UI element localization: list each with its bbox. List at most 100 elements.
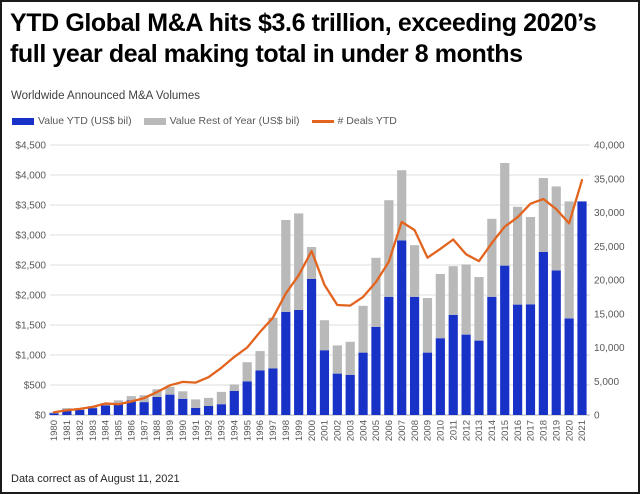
x-axis-label-2006: 2006 [384, 420, 395, 441]
chart-subtitle: Worldwide Announced M&A Volumes [11, 90, 201, 102]
bar-ytd-2001 [319, 350, 330, 415]
bar-rest-2006 [384, 200, 394, 297]
legend-label-value-ytd: Value YTD (US$ bil) [38, 115, 132, 127]
x-axis-label-1984: 1984 [101, 420, 112, 441]
x-axis-label-1997: 1997 [268, 420, 279, 441]
bar-ytd-1980 [49, 413, 59, 415]
bar-rest-1998 [281, 220, 291, 312]
bar-rest-1992 [203, 397, 214, 406]
bar-ytd-1983 [88, 408, 98, 415]
bar-rest-2011 [448, 266, 458, 315]
x-axis-label-1998: 1998 [281, 420, 292, 441]
right-axis-tick: 25,000 [594, 242, 625, 253]
x-axis-label-1994: 1994 [229, 420, 240, 441]
bar-ytd-2019 [551, 270, 561, 415]
left-axis-tick: $2,000 [15, 291, 46, 302]
bar-ytd-2011 [448, 314, 458, 415]
bar-ytd-1999 [294, 310, 304, 415]
x-axis-label-1993: 1993 [217, 420, 228, 441]
bar-rest-1996 [255, 351, 265, 371]
bar-ytd-2000 [306, 278, 317, 415]
bar-ytd-1991 [191, 407, 201, 415]
x-axis-label-2020: 2020 [564, 420, 575, 441]
right-axis-tick: 10,000 [594, 343, 625, 354]
bar-rest-1999 [294, 213, 304, 310]
bar-ytd-1996 [255, 370, 265, 415]
bar-ytd-1993 [216, 404, 227, 415]
left-axis-tick: $4,500 [15, 141, 46, 152]
right-axis-tick: 40,000 [594, 141, 625, 152]
bar-ytd-1994 [229, 391, 239, 415]
bar-ytd-1981 [62, 409, 72, 415]
x-axis-label-2012: 2012 [461, 420, 472, 441]
bar-ytd-2010 [435, 338, 445, 415]
bar-ytd-2017 [525, 304, 536, 415]
x-axis-label-2011: 2011 [448, 420, 459, 440]
bar-ytd-1995 [242, 381, 252, 415]
bar-rest-1993 [216, 391, 227, 405]
deals-ytd-line [52, 178, 584, 414]
right-axis-tick: 20,000 [594, 276, 625, 287]
bar-rest-2002 [332, 345, 342, 374]
legend-label-value-rest: Value Rest of Year (US$ bil) [169, 115, 300, 127]
left-axis-tick: $500 [24, 381, 47, 392]
legend-item-deals: # Deals YTD [311, 115, 397, 127]
bar-rest-2017 [525, 217, 536, 305]
bar-rest-2003 [345, 341, 355, 375]
bar-ytd-2005 [371, 326, 381, 415]
left-axis-tick: $2,500 [15, 261, 46, 272]
bar-rest-2013 [474, 277, 484, 341]
bar-ytd-2004 [358, 352, 368, 415]
bar-rest-2001 [319, 320, 330, 351]
x-axis-label-2003: 2003 [345, 420, 356, 441]
x-axis-label-1989: 1989 [165, 420, 176, 441]
x-axis-label-2018: 2018 [539, 420, 550, 441]
x-axis-label-1987: 1987 [139, 420, 150, 441]
legend-swatch-orange-line-icon [311, 119, 334, 123]
bar-rest-2020 [564, 201, 574, 319]
bar-ytd-1988 [152, 397, 162, 415]
bar-rest-2019 [551, 186, 561, 271]
bar-ytd-2015 [500, 265, 510, 415]
legend-swatch-blue-bar-icon [12, 117, 34, 125]
left-axis-tick: $3,500 [15, 201, 46, 212]
data-asof-note: Data correct as of August 11, 2021 [11, 473, 180, 485]
x-axis-label-2015: 2015 [500, 420, 511, 441]
bar-ytd-2021 [577, 201, 587, 415]
bar-ytd-2002 [332, 373, 342, 415]
x-axis-label-1988: 1988 [152, 420, 163, 441]
x-axis-label-2017: 2017 [526, 420, 537, 441]
x-axis-label-1980: 1980 [49, 420, 60, 441]
bar-ytd-2008 [409, 296, 420, 415]
x-axis-label-1986: 1986 [126, 420, 137, 441]
x-axis-label-2007: 2007 [397, 420, 408, 441]
legend-item-value-ytd: Value YTD (US$ bil) [12, 115, 132, 127]
x-axis-label-1991: 1991 [191, 420, 202, 441]
right-axis-tick: 30,000 [594, 208, 625, 219]
bar-ytd-1998 [281, 311, 291, 415]
x-axis-label-2001: 2001 [320, 420, 331, 441]
x-axis-label-2000: 2000 [307, 420, 318, 441]
bar-rest-2014 [487, 218, 497, 297]
bar-rest-2012 [461, 264, 471, 335]
bar-rest-2009 [422, 298, 433, 353]
bar-ytd-2012 [461, 334, 471, 415]
x-axis-label-2016: 2016 [513, 420, 524, 441]
x-axis-label-2014: 2014 [487, 420, 498, 441]
x-axis-label-2013: 2013 [474, 420, 485, 441]
right-axis-tick: 0 [594, 411, 600, 422]
x-axis-label-2004: 2004 [358, 420, 369, 441]
left-axis-tick: $4,000 [15, 171, 46, 182]
bar-ytd-2003 [345, 374, 355, 415]
bar-ytd-2006 [384, 296, 394, 415]
bar-rest-1994 [229, 384, 239, 391]
bar-rest-2015 [500, 163, 510, 266]
left-axis-tick: $1,000 [15, 351, 46, 362]
left-axis-tick: $1,500 [15, 321, 46, 332]
x-axis-label-1983: 1983 [88, 420, 99, 441]
right-axis-tick: 15,000 [594, 309, 625, 320]
x-axis-label-2021: 2021 [577, 420, 588, 441]
bar-ytd-2014 [487, 296, 497, 415]
